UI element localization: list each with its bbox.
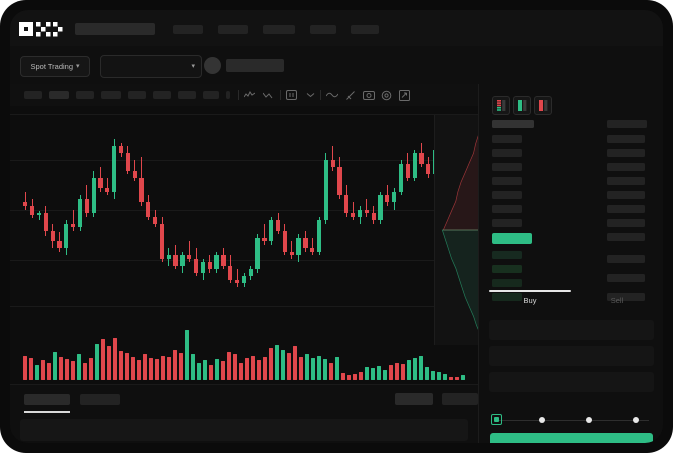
order-book[interactable] [479,120,663,325]
bottom-action-1[interactable] [395,393,433,405]
pair-select[interactable]: ▾ [100,55,202,78]
orderbook-layout-asks-icon[interactable] [534,96,552,115]
nav-item-2[interactable] [218,25,248,34]
camera-icon[interactable] [362,88,375,102]
orderbook-ask-size [607,219,645,227]
step-1-active[interactable] [491,414,502,425]
candlestick-series [10,106,478,306]
orderbook-header-right [607,120,647,128]
volume-series [10,318,478,380]
orderbook-bid-row[interactable] [492,279,522,287]
orderbook-bid-row[interactable] [492,293,522,301]
timeframe-2[interactable] [49,91,69,99]
template-icon[interactable] [285,88,298,102]
orderbook-ask-size [607,135,645,143]
orderbook-bid-row[interactable] [492,265,522,273]
bottom-tab-order-history[interactable] [80,394,120,405]
bottom-action-2[interactable] [442,393,478,405]
header-search-bar[interactable] [75,23,155,35]
magnet-icon[interactable] [344,88,357,102]
okx-logo-icon[interactable] [19,21,64,37]
orderbook-ask-row[interactable] [492,163,522,171]
timeframe-1[interactable] [24,91,42,99]
compare-icon[interactable] [262,88,275,102]
submit-order-button[interactable] [490,433,653,443]
pair-name-label [226,59,284,72]
timeframe-8[interactable] [203,91,219,99]
trading-mode-button[interactable]: Spot Trading ▾ [20,56,90,77]
trading-mode-label: Spot Trading [30,62,73,71]
orderbook-bid-size [607,255,645,263]
order-steps-indicator [491,414,653,426]
orderbook-ask-row[interactable] [492,219,522,227]
order-total-field[interactable] [489,372,654,392]
app-header [10,10,663,46]
orderbook-ask-row[interactable] [492,177,522,185]
chevron-down-icon: ▾ [191,63,195,70]
orderbook-ask-size [607,191,645,199]
chevron-down-icon: ▾ [76,63,80,70]
orders-section [10,384,478,443]
step-3[interactable] [586,417,592,423]
chart-type-chevron-icon[interactable] [304,88,317,102]
orderbook-ask-row[interactable] [492,205,522,213]
orderbook-ask-size [607,205,645,213]
orderbook-layout-both-icon[interactable] [492,96,510,115]
buy-sell-tabs: Buy Sell [479,290,663,314]
timeframe-3[interactable] [76,91,94,99]
timeframe-4[interactable] [101,91,121,99]
timeframe-6[interactable] [153,91,171,99]
orderbook-bid-size [607,293,645,301]
fullscreen-icon[interactable] [398,88,411,102]
orderbook-bid-row[interactable] [492,251,522,259]
indicator-icon[interactable] [243,88,256,102]
timeframe-7[interactable] [178,91,196,99]
orderbook-bid-size [607,274,645,282]
orderbook-ask-row[interactable] [492,135,522,143]
price-chart[interactable] [10,106,478,384]
bottom-tab-open-orders[interactable] [24,394,70,405]
active-tab-underline [24,411,70,413]
timeframe-5[interactable] [128,91,146,99]
step-4[interactable] [633,417,639,423]
nav-item-4[interactable] [310,25,336,34]
orderbook-current-price [492,233,532,244]
timeframe-9[interactable] [226,91,230,99]
orderbook-layout-bids-icon[interactable] [513,96,531,115]
nav-item-5[interactable] [351,25,379,34]
coin-avatar [204,57,221,74]
order-panel: Buy Sell [478,84,663,443]
tab-sell[interactable]: Sell [610,296,624,305]
orderbook-ask-size [607,163,645,171]
tab-buy[interactable]: Buy [523,296,537,305]
nav-item-1[interactable] [173,25,203,34]
orderbook-ask-row[interactable] [492,191,522,199]
orderbook-ask-size [607,149,645,157]
line-chart-icon[interactable] [325,88,338,102]
orderbook-header-left [492,120,534,128]
orderbook-ask-row[interactable] [492,149,522,157]
orderbook-bid-size [607,233,645,241]
nav-item-3[interactable] [263,25,295,34]
trading-subheader: Spot Trading ▾ ▾ [10,46,663,114]
orderbook-ask-size [607,177,645,185]
buy-tab-underline [489,290,571,292]
orders-table-panel [20,419,468,441]
settings-gear-icon[interactable] [380,88,393,102]
order-amount-field[interactable] [489,346,654,366]
step-2[interactable] [539,417,545,423]
device-screen: Spot Trading ▾ ▾ [10,10,663,443]
order-price-field[interactable] [489,320,654,340]
